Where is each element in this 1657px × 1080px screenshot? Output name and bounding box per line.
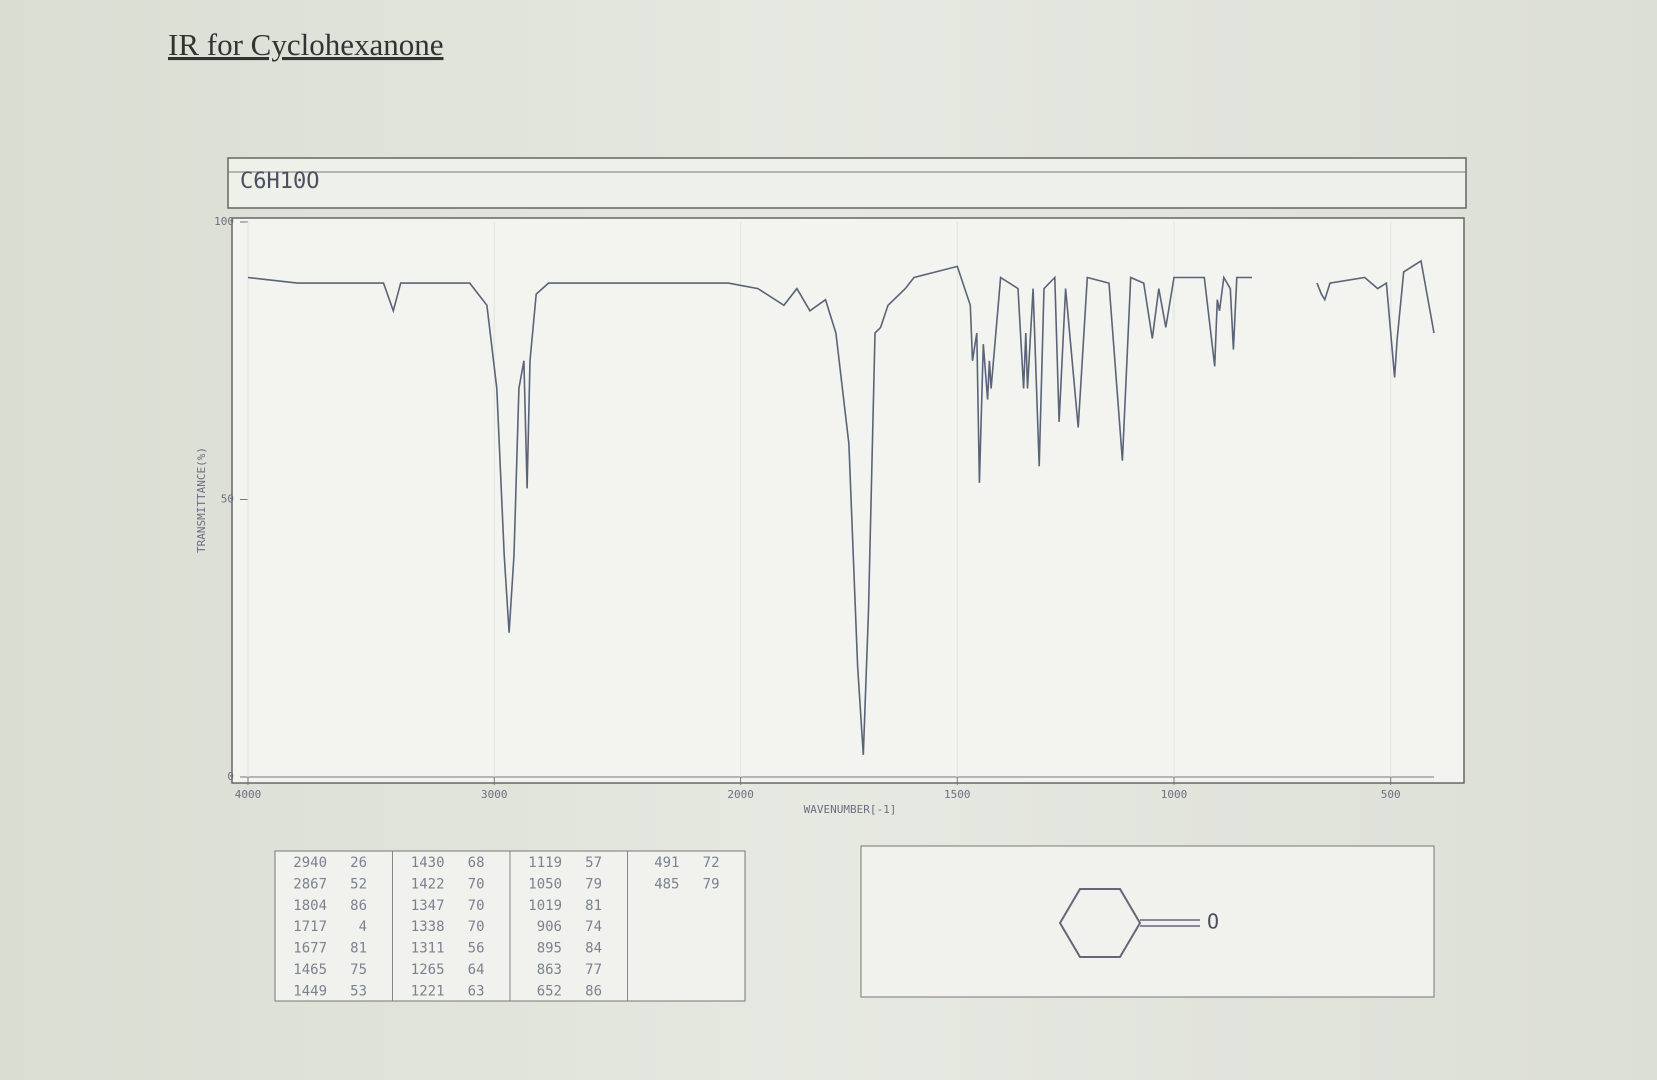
peak-wavenumber: 1338 <box>411 919 445 935</box>
peak-transmittance: 64 <box>468 962 485 978</box>
peak-transmittance: 53 <box>350 983 367 999</box>
peak-transmittance: 75 <box>350 962 367 978</box>
page-title: IR for Cyclohexanone <box>168 27 443 62</box>
x-tick-label: 1500 <box>944 788 971 801</box>
peak-transmittance: 26 <box>350 855 367 871</box>
y-axis-label: TRANSMITTANCE(%) <box>195 447 208 553</box>
peak-transmittance: 70 <box>468 876 485 892</box>
y-tick-label: 50 <box>221 493 234 506</box>
peak-transmittance: 68 <box>468 855 485 871</box>
peak-wavenumber: 1019 <box>528 898 562 914</box>
peak-transmittance: 56 <box>468 941 485 957</box>
peak-transmittance: 86 <box>585 983 602 999</box>
peak-wavenumber: 2867 <box>293 876 327 892</box>
y-tick-label: 0 <box>227 770 234 783</box>
peak-transmittance: 81 <box>350 941 367 957</box>
formula: C6H10O <box>240 169 319 194</box>
ring <box>1058 888 1142 958</box>
spectrum-line <box>247 259 1435 755</box>
peak-transmittance: 72 <box>703 855 720 871</box>
peak-transmittance: 4 <box>359 919 367 935</box>
x-tick-label: 4000 <box>235 788 262 801</box>
peak-transmittance: 74 <box>585 919 602 935</box>
peak-wavenumber: 1422 <box>411 876 445 892</box>
peak-wavenumber: 485 <box>654 876 679 892</box>
peak-wavenumber: 895 <box>537 941 562 957</box>
peak-transmittance: 77 <box>585 962 602 978</box>
peak-wavenumber: 1465 <box>293 962 327 978</box>
peak-wavenumber: 652 <box>537 983 562 999</box>
x-tick-label: 500 <box>1381 788 1401 801</box>
peak-transmittance: 84 <box>585 941 602 957</box>
peak-wavenumber: 906 <box>537 919 562 935</box>
x-tick-label: 3000 <box>481 788 508 801</box>
structure-box <box>860 845 1435 998</box>
peak-wavenumber: 1265 <box>411 962 445 978</box>
peak-wavenumber: 1221 <box>411 983 445 999</box>
peak-wavenumber: 1050 <box>528 876 562 892</box>
peak-wavenumber: 1449 <box>293 983 327 999</box>
peak-wavenumber: 1119 <box>528 855 562 871</box>
peak-transmittance: 79 <box>585 876 602 892</box>
peak-transmittance: 70 <box>468 898 485 914</box>
peak-wavenumber: 1430 <box>411 855 445 871</box>
peak-wavenumber: 1804 <box>293 898 327 914</box>
formula-box <box>227 157 1467 209</box>
peak-transmittance: 57 <box>585 855 602 871</box>
y-tick-label: 100 <box>214 215 234 228</box>
peak-wavenumber: 1347 <box>411 898 445 914</box>
peak-wavenumber: 491 <box>654 855 679 871</box>
peak-wavenumber: 2940 <box>293 855 327 871</box>
peak-transmittance: 86 <box>350 898 367 914</box>
peak-wavenumber: 1311 <box>411 941 445 957</box>
x-tick-label: 1000 <box>1161 788 1188 801</box>
peak-transmittance: 70 <box>468 919 485 935</box>
x-tick-label: 2000 <box>727 788 754 801</box>
peak-transmittance: 52 <box>350 876 367 892</box>
plot-frame <box>231 217 1465 784</box>
x-axis-label: WAVENUMBER[-1] <box>804 803 897 816</box>
atom-label: O <box>1207 910 1219 934</box>
peak-wavenumber: 863 <box>537 962 562 978</box>
peak-wavenumber: 1677 <box>293 941 327 957</box>
peak-wavenumber: 1717 <box>293 919 327 935</box>
peak-transmittance: 81 <box>585 898 602 914</box>
peak-transmittance: 63 <box>468 983 485 999</box>
peak-transmittance: 79 <box>703 876 720 892</box>
